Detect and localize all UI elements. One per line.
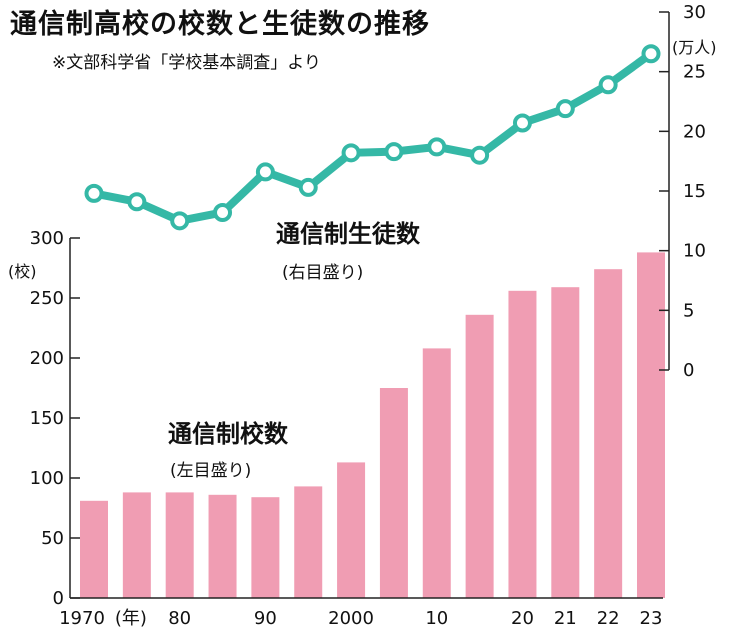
bar	[379, 388, 408, 598]
line-point	[470, 145, 490, 165]
x-tick-label: 10	[425, 608, 448, 629]
left-tick-label: 0	[53, 588, 64, 609]
right-tick-label: 30	[683, 2, 706, 23]
x-tick-label: 20	[511, 608, 534, 629]
x-tick-label: 80	[168, 608, 191, 629]
bar	[122, 492, 151, 598]
bar	[294, 486, 323, 598]
right-tick-label: 15	[683, 181, 706, 202]
bar	[80, 500, 108, 598]
line-point	[298, 177, 318, 197]
bar	[337, 462, 366, 598]
right-axis-unit: (万人)	[672, 38, 717, 57]
left-tick-label: 100	[30, 468, 64, 489]
line-series-note: (右目盛り)	[282, 263, 364, 283]
bar-series-label: 通信制校数	[168, 420, 288, 448]
x-tick-label: 21	[554, 608, 577, 629]
left-tick-label: 150	[30, 408, 64, 429]
line-point	[213, 202, 233, 222]
line-point	[127, 192, 147, 212]
x-tick-label: 23	[640, 608, 663, 629]
line-point	[384, 142, 404, 162]
left-tick-label: 200	[30, 348, 64, 369]
x-tick-label: 1970	[59, 608, 105, 629]
bar	[422, 348, 451, 598]
line-point	[598, 75, 618, 95]
x-tick-label: (年)	[115, 608, 147, 629]
chart-title: 通信制高校の校数と生徒数の推移	[10, 9, 430, 40]
line-point	[641, 44, 661, 64]
left-tick-label: 50	[41, 528, 64, 549]
right-tick-label: 25	[683, 62, 706, 83]
left-tick-label: 300	[30, 228, 64, 249]
line-series-label: 通信制生徒数	[276, 220, 420, 248]
bar	[594, 269, 623, 598]
line-point	[170, 211, 190, 231]
left-axis-unit: (校)	[8, 262, 37, 281]
x-tick-label: 90	[254, 608, 277, 629]
line-series-path	[90, 49, 655, 225]
bar	[208, 494, 237, 598]
line-point	[555, 99, 575, 119]
right-tick-label: 5	[683, 300, 694, 321]
bar	[251, 497, 280, 598]
right-tick-label: 10	[683, 241, 706, 262]
right-tick-label: 20	[683, 121, 706, 142]
bar	[508, 290, 537, 598]
chart-source-note: ※文部科学省「学校基本調査」より	[52, 53, 321, 73]
line-point	[512, 113, 532, 133]
bar-series-note: (左目盛り)	[170, 461, 252, 481]
bar	[165, 492, 194, 598]
bar	[637, 252, 665, 598]
line-point	[255, 162, 275, 182]
left-tick-label: 250	[30, 288, 64, 309]
bar	[551, 287, 580, 598]
line-point	[427, 137, 447, 157]
bar	[465, 314, 494, 598]
right-tick-label: 0	[683, 360, 694, 381]
x-tick-label: 2000	[328, 608, 374, 629]
line-point	[341, 143, 361, 163]
x-tick-label: 22	[597, 608, 620, 629]
line-point	[84, 183, 104, 203]
